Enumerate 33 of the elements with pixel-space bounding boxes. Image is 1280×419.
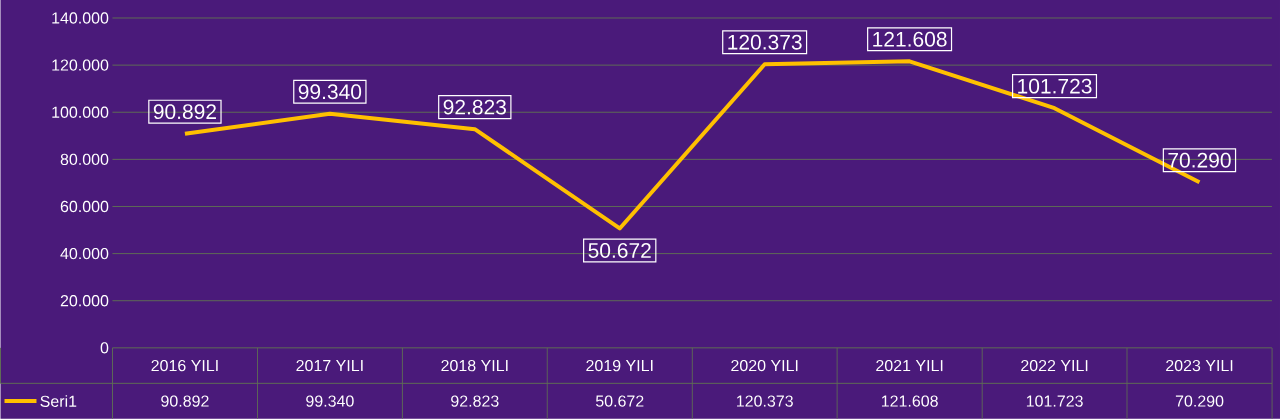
data-label: 121.608 xyxy=(881,395,938,407)
text: 99.340 xyxy=(298,84,362,100)
text: 92.823 xyxy=(443,99,506,115)
legend-label: Seri1 xyxy=(40,395,77,407)
x-tick-label: 2016 YILI xyxy=(151,359,218,372)
x-tick-label: 2017 YILI xyxy=(296,359,363,372)
text: 70.290 xyxy=(1168,152,1231,168)
data-label: 70.290 xyxy=(1175,395,1224,407)
data-label: 90.892 xyxy=(161,395,209,407)
y-tick-label: 40.000 xyxy=(60,247,109,260)
y-tick-label: 80.000 xyxy=(60,153,109,165)
x-tick-label: 2019 YILI xyxy=(586,359,653,372)
text: 121.608 xyxy=(873,31,947,47)
x-tick-label: 2022 YILI xyxy=(1021,359,1088,372)
y-tick-label: 120.000 xyxy=(52,59,109,71)
x-tick-label: 2020 YILI xyxy=(731,359,798,372)
y-tick-label: 60.000 xyxy=(60,200,109,212)
y-tick-label: 20.000 xyxy=(60,294,109,307)
data-label: 50.672 xyxy=(595,395,644,407)
y-tick-label: 100.000 xyxy=(52,106,109,118)
text: 101.723 xyxy=(1018,78,1092,94)
x-tick-label: 2021 YILI xyxy=(876,359,943,372)
data-label: 120.373 xyxy=(737,395,793,407)
text: 120.373 xyxy=(728,34,802,50)
y-tick-label: 0 xyxy=(100,342,109,354)
x-tick-label: 2023 YILI xyxy=(1166,359,1233,372)
text: 50.672 xyxy=(588,242,651,258)
data-label: 92.823 xyxy=(451,395,499,407)
text: 90.892 xyxy=(153,104,216,119)
y-tick-label: 140.000 xyxy=(52,12,109,24)
data-label: 101.723 xyxy=(1026,395,1083,407)
data-label: 99.340 xyxy=(306,395,354,407)
x-tick-label: 2018 YILI xyxy=(441,359,508,372)
